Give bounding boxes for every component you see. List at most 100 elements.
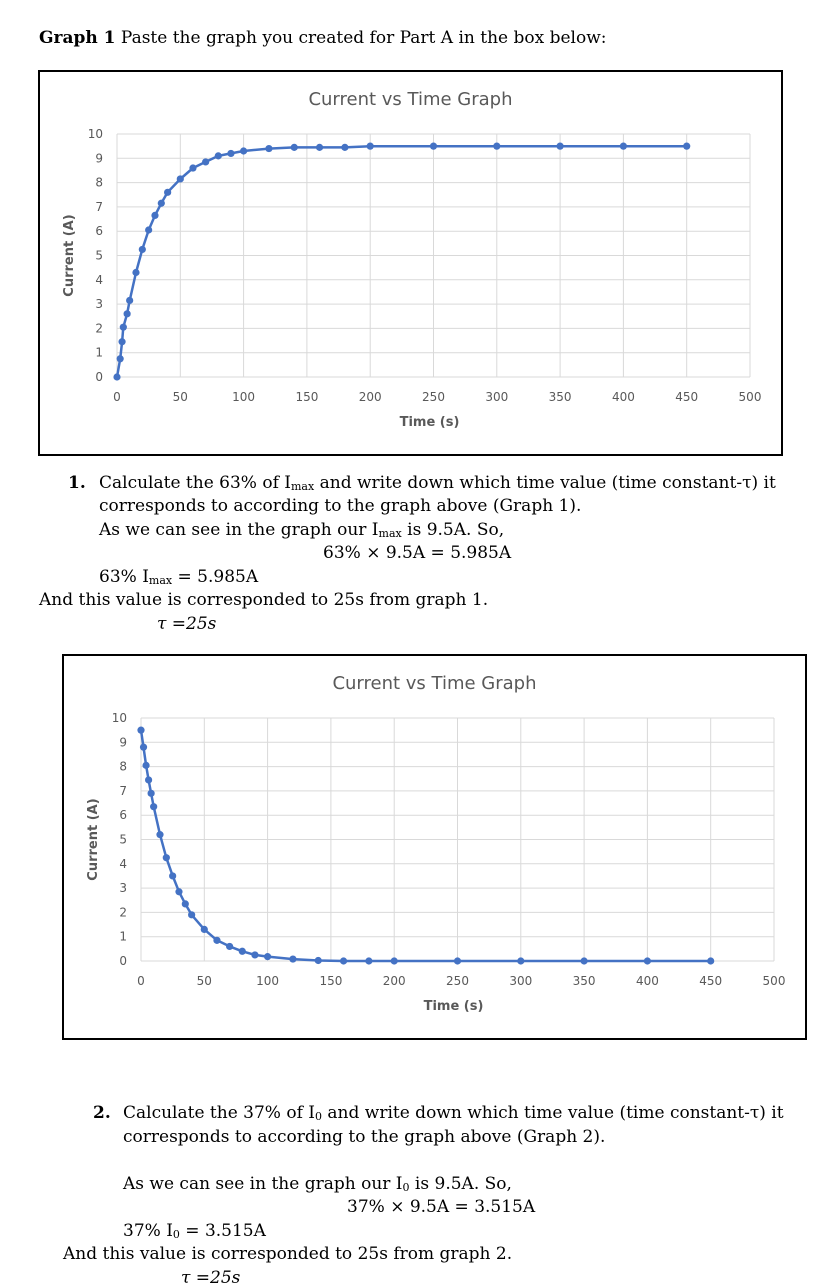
q1-line1-a: Calculate the 63% of I <box>99 473 291 493</box>
chart-2-xtick-label: 100 <box>256 974 279 988</box>
chart-2-data-point <box>517 957 525 965</box>
q2-line1: Calculate the 37% of I0 and write down w… <box>123 1103 784 1123</box>
chart-2-data-point <box>314 956 322 965</box>
q1-line3-sub: max <box>378 527 402 540</box>
chart-1-xtick-label: 250 <box>422 390 445 404</box>
chart-1-data-point <box>619 142 628 150</box>
chart-1-data-point <box>138 245 146 254</box>
chart-2-yaxis-title: Current (A) <box>86 798 101 880</box>
chart-1-series-line <box>115 144 687 378</box>
q2-conclusion: And this value is corresponded to 25s fr… <box>63 1244 513 1264</box>
chart-1-xtick-label: 200 <box>359 390 382 404</box>
chart-1-xtick-label: 150 <box>295 390 318 404</box>
chart-1-data-point <box>341 143 349 151</box>
q2-equation: 37% × 9.5A = 3.515A <box>347 1197 536 1217</box>
q2-result: 37% I0 = 3.515A <box>123 1221 266 1241</box>
chart-1-xtick-label: 500 <box>739 390 762 404</box>
chart-1-data-point <box>126 296 134 305</box>
chart-1-data-point <box>202 158 210 166</box>
chart-1-data-point <box>240 147 248 155</box>
chart-2-data-point <box>643 957 652 965</box>
chart-2-ytick-label: 10 <box>112 711 127 725</box>
q2-line3: As we can see in the graph our I0 is 9.5… <box>123 1174 512 1194</box>
chart-1-ytick-label: 4 <box>95 273 103 287</box>
chart-2-ytick-label: 5 <box>119 833 127 847</box>
chart-1-data-point <box>556 142 564 150</box>
q2-result-b: = 3.515A <box>179 1221 266 1241</box>
chart-1-data-point <box>176 175 184 183</box>
chart-1-data-point <box>189 164 197 172</box>
q1-line1-b: and write down which time value (time co… <box>314 473 776 493</box>
q2-line3-b: is 9.5A. So, <box>409 1174 512 1194</box>
chart-2-xtick-label: 500 <box>763 974 786 988</box>
chart-2-data-point <box>213 936 221 944</box>
chart-2-data-point <box>200 925 208 934</box>
chart-1-data-point <box>132 268 140 277</box>
q1-result-b: = 5.985A <box>172 567 259 587</box>
chart-1-data-point <box>315 143 324 151</box>
chart-2-data-point <box>147 789 155 797</box>
chart-2-data-point <box>707 957 715 965</box>
q2-number: 2. <box>93 1103 111 1123</box>
chart-2-ytick-label: 3 <box>119 881 127 895</box>
chart-1-title: Current vs Time Graph <box>308 89 513 110</box>
chart-2-data-point <box>137 726 145 734</box>
chart-1-data-point <box>429 142 438 150</box>
chart-1-data-point <box>683 142 691 150</box>
graph1-heading-label: Graph 1 <box>39 28 116 48</box>
chart-2-xtick-label: 300 <box>509 974 532 988</box>
chart-2-xtick-label: 450 <box>699 974 722 988</box>
chart-1-data-point <box>227 149 235 158</box>
q2-line3-a: As we can see in the graph our I <box>123 1174 403 1194</box>
q1-number: 1. <box>68 473 86 493</box>
q2-line2: corresponds to according to the graph ab… <box>123 1127 606 1147</box>
chart-1-xtick-label: 300 <box>485 390 508 404</box>
q1-result: 63% Imax = 5.985A <box>99 567 258 587</box>
q2-result-sub: 0 <box>172 1228 180 1241</box>
chart-2-xtick-label: 200 <box>383 974 406 988</box>
chart-2-ytick-label: 4 <box>119 857 127 871</box>
chart-2-data-point <box>142 761 150 769</box>
chart-1-data-point <box>116 355 124 363</box>
chart-2-ytick-label: 2 <box>119 905 127 919</box>
chart-1-xaxis-title: Time (s) <box>400 415 460 430</box>
chart-1-data-point <box>164 188 172 196</box>
q2-line1-sub: 0 <box>315 1110 322 1123</box>
chart-2-data-point <box>156 831 164 839</box>
q2-line3-sub: 0 <box>402 1181 410 1194</box>
q1-tau: τ =25s <box>157 614 217 634</box>
chart-1-xtick-label: 100 <box>232 390 255 404</box>
chart-1-box: Current vs Time Graph 0 1 2 3 4 5 6 7 8 9 10 0 50 100… <box>38 70 783 456</box>
chart-2-data-point <box>453 957 462 965</box>
chart-2-ytick-label: 1 <box>119 930 127 944</box>
chart-1-data-point <box>366 142 374 150</box>
chart-2-data-point <box>162 854 170 862</box>
chart-2-xtick-label: 350 <box>573 974 596 988</box>
q1-line3-b: is 9.5A. So, <box>401 520 505 540</box>
chart-2-series-line <box>139 730 711 963</box>
chart-2-ytick-label: 9 <box>119 735 127 749</box>
q1-line2: corresponds to according to the graph ab… <box>99 496 582 516</box>
chart-1-ytick-label: 0 <box>95 370 103 384</box>
graph1-heading: Graph 1 Paste the graph you created for … <box>39 28 607 48</box>
q1-line3: As we can see in the graph our Imax is 9… <box>99 520 504 540</box>
chart-1-data-point <box>214 152 222 160</box>
chart-1-xtick-label: 400 <box>612 390 635 404</box>
chart-1-ytick-label: 8 <box>95 176 103 190</box>
q2-tau: τ =25s <box>181 1268 241 1288</box>
q1-line1: Calculate the 63% of Imax and write down… <box>99 473 776 493</box>
chart-2-data-point <box>264 953 272 961</box>
chart-2-data-point <box>580 957 588 965</box>
chart-1-ytick-label: 5 <box>95 249 103 263</box>
chart-2-data-point <box>238 947 246 955</box>
chart-2-ytick-label: 8 <box>119 760 127 774</box>
chart-1-xtick-label: 350 <box>549 390 572 404</box>
chart-2-data-point <box>339 957 348 965</box>
chart-1-xtick-label: 0 <box>113 390 121 404</box>
chart-2-box: Current vs Time Graph 0 1 2 3 4 5 6 7 8 9 10 0 50 100… <box>62 654 807 1040</box>
chart-1-data-point <box>119 323 127 331</box>
chart-1-data-point <box>113 373 121 381</box>
chart-2-xtick-label: 0 <box>137 974 145 988</box>
chart-1-data-point <box>118 338 126 346</box>
